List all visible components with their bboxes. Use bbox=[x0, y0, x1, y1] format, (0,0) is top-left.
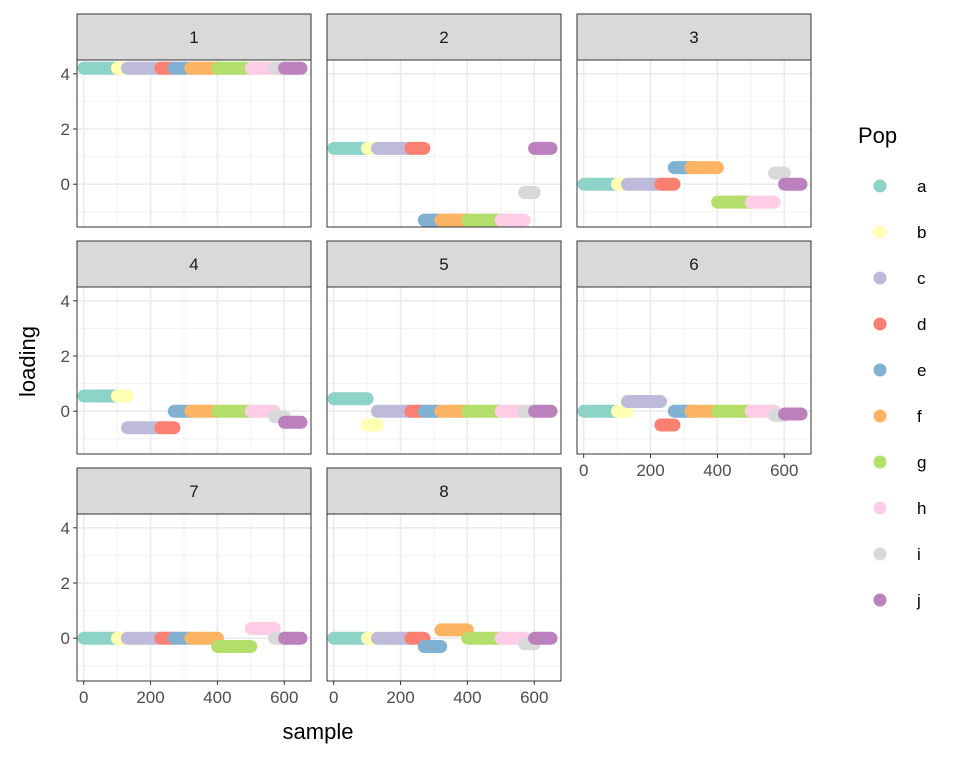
legend: Pop a b c d e f g h i j bbox=[858, 123, 927, 610]
panel-border bbox=[326, 513, 562, 682]
x-tick-label: 400 bbox=[203, 688, 231, 707]
y-tick-label: 4 bbox=[61, 65, 70, 84]
legend-key-g bbox=[873, 455, 887, 469]
facet-panel-2: 2 bbox=[326, 13, 562, 228]
facet-panel-4: 4 0 2 4 bbox=[61, 240, 312, 455]
legend-label-g: g bbox=[917, 453, 926, 472]
x-tick-label: 200 bbox=[136, 688, 164, 707]
legend-label-i: i bbox=[917, 545, 921, 564]
legend-label-c: c bbox=[917, 269, 926, 288]
facet-strip-label: 2 bbox=[439, 28, 448, 47]
legend-key-j bbox=[873, 593, 887, 607]
y-axis-title: loading bbox=[15, 326, 40, 397]
legend-label-a: a bbox=[917, 177, 927, 196]
facet-strip bbox=[326, 467, 562, 515]
legend-key-h bbox=[873, 501, 887, 515]
panel-border bbox=[576, 59, 812, 228]
facet-strip-label: 6 bbox=[689, 255, 698, 274]
panel-background bbox=[577, 287, 811, 454]
x-tick-label: 0 bbox=[579, 461, 588, 480]
facet-strip bbox=[326, 13, 562, 61]
x-tick-label: 600 bbox=[770, 461, 798, 480]
legend-label-h: h bbox=[917, 499, 926, 518]
panel-border bbox=[326, 286, 562, 455]
legend-label-b: b bbox=[917, 223, 926, 242]
facet-strip bbox=[76, 13, 312, 61]
panel-background bbox=[327, 514, 561, 681]
legend-label-e: e bbox=[917, 361, 926, 380]
facet-panel-1: 1 0 2 4 bbox=[61, 13, 312, 228]
legend-label-d: d bbox=[917, 315, 926, 334]
x-tick-label: 400 bbox=[703, 461, 731, 480]
legend-key-e bbox=[873, 363, 887, 377]
x-tick-label: 200 bbox=[386, 688, 414, 707]
x-tick-label: 200 bbox=[636, 461, 664, 480]
facet-panel-5: 5 bbox=[326, 240, 562, 455]
y-tick-label: 0 bbox=[61, 175, 70, 194]
x-tick-label: 0 bbox=[329, 688, 338, 707]
legend-key-f bbox=[873, 409, 887, 423]
facet-strip-label: 7 bbox=[189, 482, 198, 501]
panel-border bbox=[76, 59, 312, 228]
legend-key-b bbox=[873, 225, 887, 239]
x-tick-label: 0 bbox=[79, 688, 88, 707]
legend-title: Pop bbox=[858, 123, 897, 148]
y-tick-label: 4 bbox=[61, 292, 70, 311]
legend-key-d bbox=[873, 317, 887, 331]
y-tick-label: 0 bbox=[61, 629, 70, 648]
panel-border bbox=[76, 513, 312, 682]
facet-strip bbox=[326, 240, 562, 288]
facet-panel-6: 6 0 200 400 600 bbox=[576, 240, 812, 480]
y-tick-label: 2 bbox=[61, 120, 70, 139]
facet-strip bbox=[76, 240, 312, 288]
panel-background bbox=[77, 514, 311, 681]
facet-strip-label: 5 bbox=[439, 255, 448, 274]
legend-key-c bbox=[873, 271, 887, 285]
legend-key-a bbox=[873, 179, 887, 193]
facet-strip bbox=[576, 240, 812, 288]
panel-border bbox=[576, 286, 812, 455]
panel-background bbox=[77, 60, 311, 227]
legend-label-f: f bbox=[917, 407, 922, 426]
y-tick-label: 2 bbox=[61, 574, 70, 593]
panel-border bbox=[326, 59, 562, 228]
facet-strip-label: 8 bbox=[439, 482, 448, 501]
facet-strip-label: 4 bbox=[189, 255, 198, 274]
y-tick-label: 4 bbox=[61, 519, 70, 538]
x-tick-label: 600 bbox=[520, 688, 548, 707]
facet-panel-3: 3 bbox=[576, 13, 812, 228]
facet-strip bbox=[576, 13, 812, 61]
panel-background bbox=[327, 287, 561, 454]
facet-panel-7: 7 0 2 4 0 200 400 600 bbox=[61, 467, 312, 707]
y-tick-label: 0 bbox=[61, 402, 70, 421]
facet-strip bbox=[76, 467, 312, 515]
legend-key-i bbox=[873, 547, 887, 561]
panel-background bbox=[77, 287, 311, 454]
facet-panel-8: 8 0 200 400 600 bbox=[326, 467, 562, 707]
panel-border bbox=[76, 286, 312, 455]
y-tick-label: 2 bbox=[61, 347, 70, 366]
facet-strip-label: 3 bbox=[689, 28, 698, 47]
x-tick-label: 600 bbox=[270, 688, 298, 707]
legend-label-j: j bbox=[916, 591, 921, 610]
x-tick-label: 400 bbox=[453, 688, 481, 707]
x-axis-title: sample bbox=[283, 719, 354, 744]
facet-strip-label: 1 bbox=[189, 28, 198, 47]
